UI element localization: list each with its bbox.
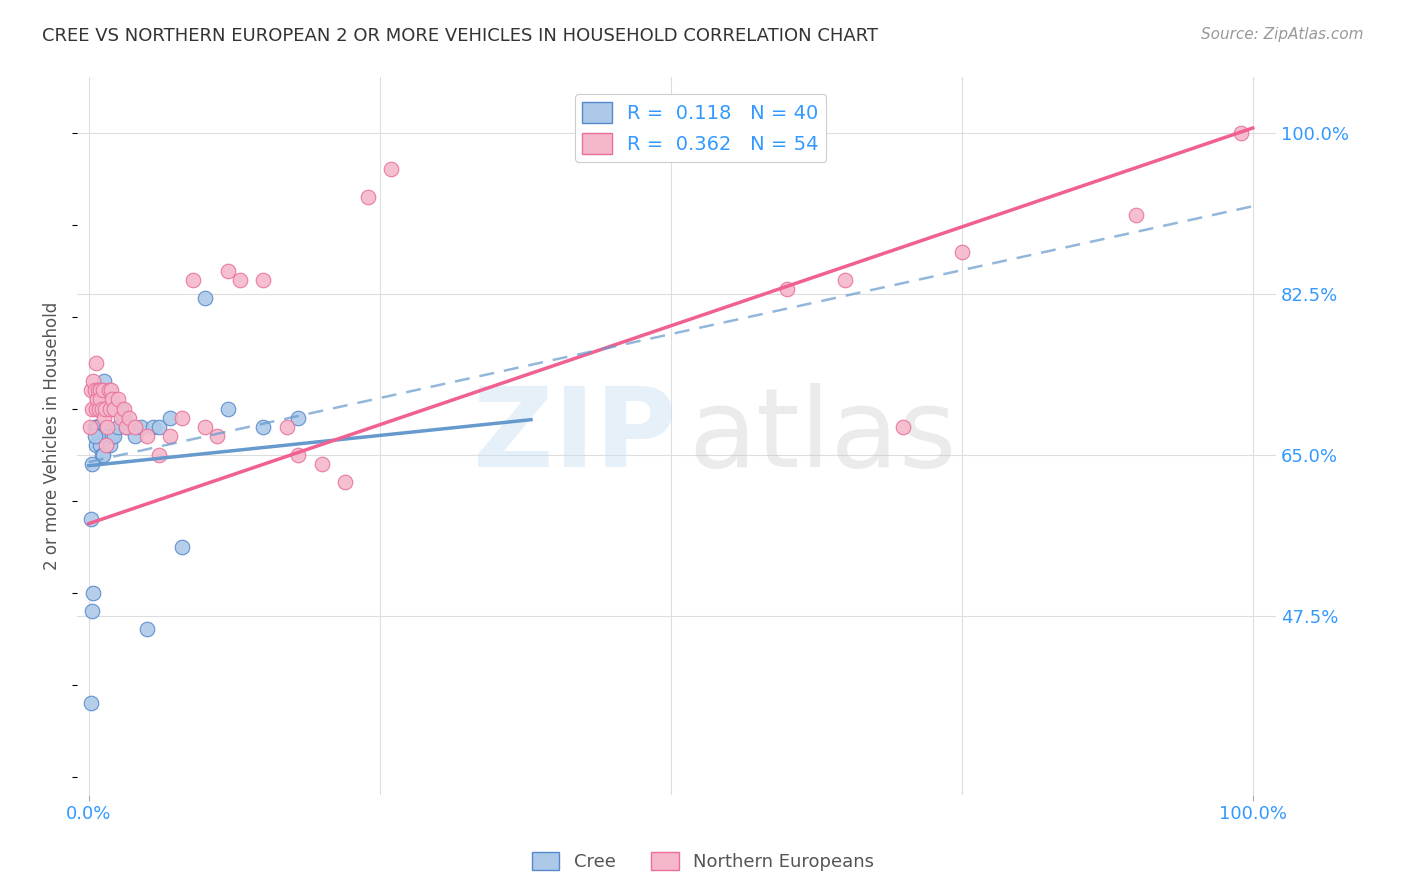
- Point: [834, 273, 856, 287]
- Point: [357, 190, 380, 204]
- Point: [86, 392, 108, 407]
- Point: [252, 420, 274, 434]
- Point: [276, 420, 298, 434]
- Point: [91, 384, 114, 398]
- Point: [84, 356, 107, 370]
- Point: [170, 410, 193, 425]
- Point: [98, 401, 121, 416]
- Point: [287, 410, 309, 425]
- Point: [80, 512, 103, 526]
- Point: [84, 438, 107, 452]
- Text: CREE VS NORTHERN EUROPEAN 2 OR MORE VEHICLES IN HOUSEHOLD CORRELATION CHART: CREE VS NORTHERN EUROPEAN 2 OR MORE VEHI…: [42, 27, 879, 45]
- Point: [86, 420, 108, 434]
- Point: [82, 604, 104, 618]
- Text: atlas: atlas: [689, 383, 957, 490]
- Point: [148, 420, 170, 434]
- Point: [136, 623, 159, 637]
- Point: [100, 384, 122, 398]
- Point: [83, 429, 105, 443]
- Point: [217, 401, 239, 416]
- Point: [333, 475, 356, 490]
- Point: [90, 401, 112, 416]
- Legend: R =  0.118   N = 40, R =  0.362   N = 54: R = 0.118 N = 40, R = 0.362 N = 54: [575, 95, 827, 162]
- Point: [103, 429, 125, 443]
- Point: [950, 245, 973, 260]
- Legend: Cree, Northern Europeans: Cree, Northern Europeans: [524, 845, 882, 879]
- Point: [82, 457, 104, 471]
- Point: [194, 291, 217, 305]
- Point: [101, 429, 124, 443]
- Text: ZIP: ZIP: [474, 383, 676, 490]
- Point: [87, 401, 110, 416]
- Point: [82, 401, 104, 416]
- Point: [776, 282, 799, 296]
- Point: [287, 448, 309, 462]
- Point: [97, 384, 120, 398]
- Point: [194, 420, 217, 434]
- Point: [124, 429, 146, 443]
- Point: [110, 410, 132, 425]
- Point: [115, 420, 138, 434]
- Point: [87, 420, 110, 434]
- Point: [98, 438, 121, 452]
- Point: [82, 374, 104, 388]
- Point: [1125, 209, 1147, 223]
- Point: [112, 401, 135, 416]
- Point: [89, 438, 111, 452]
- Point: [96, 429, 118, 443]
- Point: [118, 420, 141, 434]
- Point: [380, 162, 402, 177]
- Point: [148, 448, 170, 462]
- Point: [89, 392, 111, 407]
- Point: [252, 273, 274, 287]
- Point: [90, 448, 112, 462]
- Point: [79, 420, 101, 434]
- Point: [110, 401, 132, 416]
- Point: [118, 410, 141, 425]
- Point: [94, 401, 117, 416]
- Point: [107, 392, 129, 407]
- Point: [84, 420, 107, 434]
- Point: [205, 429, 228, 443]
- Point: [89, 401, 111, 416]
- Point: [107, 420, 129, 434]
- Point: [89, 401, 111, 416]
- Point: [136, 429, 159, 443]
- Point: [159, 410, 181, 425]
- Point: [87, 384, 110, 398]
- Point: [83, 384, 105, 398]
- Point: [82, 585, 104, 599]
- Point: [80, 384, 103, 398]
- Point: [311, 457, 333, 471]
- Y-axis label: 2 or more Vehicles in Household: 2 or more Vehicles in Household: [44, 302, 60, 570]
- Point: [89, 429, 111, 443]
- Point: [96, 420, 118, 434]
- Point: [893, 420, 915, 434]
- Point: [1230, 126, 1253, 140]
- Point: [84, 401, 107, 416]
- Point: [142, 420, 165, 434]
- Point: [80, 696, 103, 710]
- Point: [83, 420, 105, 434]
- Point: [89, 384, 111, 398]
- Point: [96, 438, 118, 452]
- Point: [159, 429, 181, 443]
- Point: [93, 410, 115, 425]
- Point: [124, 420, 146, 434]
- Point: [217, 263, 239, 277]
- Point: [91, 448, 114, 462]
- Text: Source: ZipAtlas.com: Source: ZipAtlas.com: [1201, 27, 1364, 42]
- Point: [115, 420, 138, 434]
- Point: [103, 401, 125, 416]
- Point: [129, 420, 152, 434]
- Point: [183, 273, 205, 287]
- Point: [93, 374, 115, 388]
- Point: [96, 420, 118, 434]
- Point: [112, 410, 135, 425]
- Point: [94, 401, 117, 416]
- Point: [229, 273, 252, 287]
- Point: [101, 392, 124, 407]
- Point: [170, 540, 193, 554]
